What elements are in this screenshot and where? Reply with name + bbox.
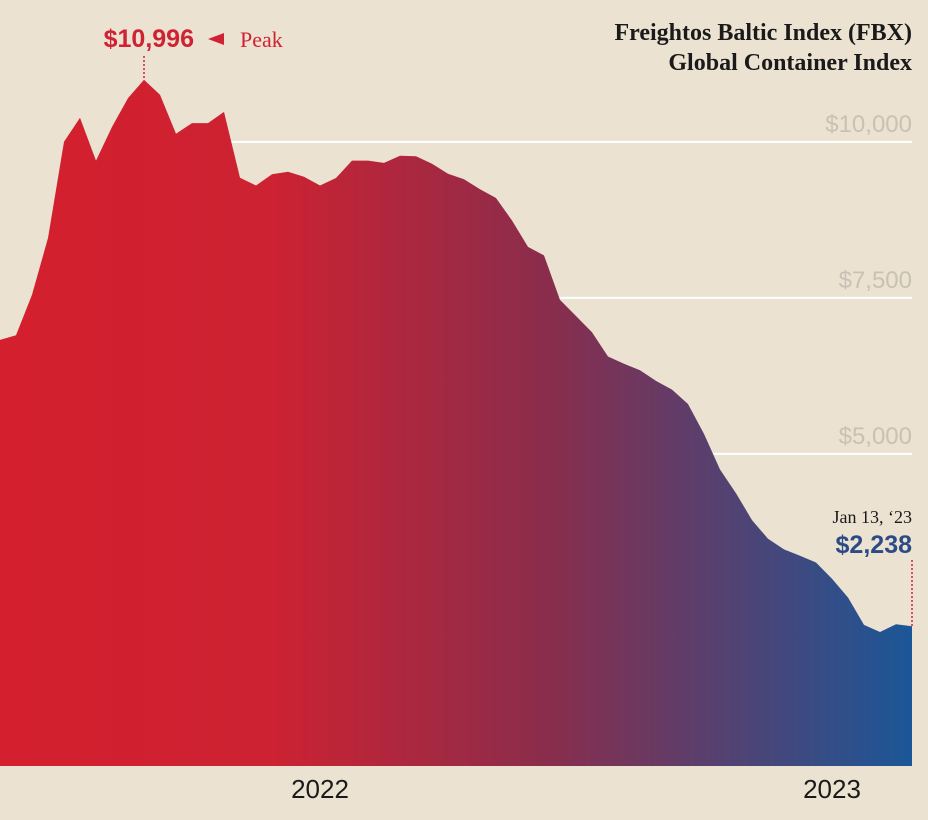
y-tick-label: $7,500 (839, 267, 912, 294)
y-tick-label: $10,000 (825, 111, 912, 138)
annotation: Peak (240, 27, 283, 52)
value-label: $10,996 (104, 25, 194, 53)
chart-subtitle: Global Container Index (668, 50, 912, 76)
x-tick-label: 2023 (803, 774, 861, 804)
y-tick-label: $5,000 (839, 423, 912, 450)
chart-title: Freightos Baltic Index (FBX) (614, 20, 912, 46)
annotation: Jan 13, ‘23 (833, 507, 913, 527)
x-tick-label: 2022 (291, 774, 349, 804)
value-label: $2,238 (836, 531, 913, 559)
